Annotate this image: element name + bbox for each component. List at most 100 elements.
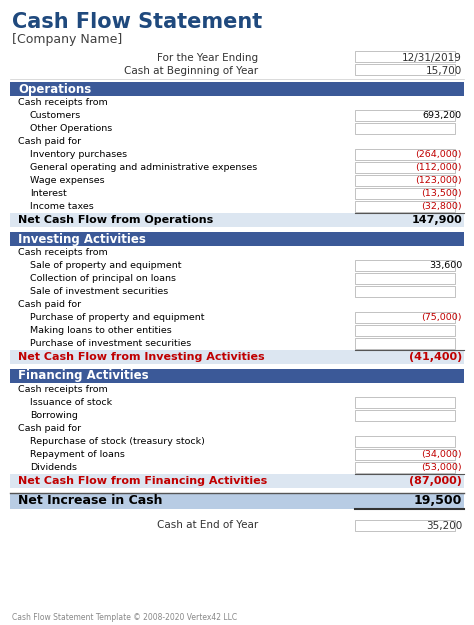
Bar [355,175,455,186]
Bar [10,409,464,422]
Text: Cash paid for: Cash paid for [18,424,81,433]
Text: (112,000): (112,000) [416,163,462,172]
Text: Dividends: Dividends [30,463,77,472]
Text: Cash at End of Year: Cash at End of Year [157,521,258,531]
Bar [10,448,464,461]
Text: 12/31/2019: 12/31/2019 [402,53,462,63]
Text: Sale of property and equipment: Sale of property and equipment [30,261,182,270]
Text: 19,500: 19,500 [414,494,462,508]
Bar [355,338,455,349]
Text: Cash receipts from: Cash receipts from [18,98,108,107]
Bar [10,96,464,109]
Bar [10,298,464,311]
Bar [10,122,464,135]
Text: Cash paid for: Cash paid for [18,300,81,309]
Text: Income taxes: Income taxes [30,202,94,211]
Bar [10,474,464,488]
Text: Net Cash Flow from Investing Activities: Net Cash Flow from Investing Activities [18,352,264,362]
Text: 15,700: 15,700 [426,66,462,76]
Bar [10,285,464,298]
Text: Purchase of property and equipment: Purchase of property and equipment [30,313,204,322]
Bar [10,461,464,474]
Bar [10,232,464,246]
Text: Cash receipts from: Cash receipts from [18,248,108,257]
Text: Net Cash Flow from Financing Activities: Net Cash Flow from Financing Activities [18,476,267,486]
Bar [10,161,464,174]
Text: Net Increase in Cash: Net Increase in Cash [18,494,163,508]
Text: (123,000): (123,000) [415,176,462,185]
Text: Customers: Customers [30,111,81,120]
Bar [10,148,464,161]
Bar [10,369,464,383]
Bar [355,201,455,212]
Text: Sale of investment securities: Sale of investment securities [30,287,168,296]
Text: Borrowing: Borrowing [30,411,78,420]
Text: (264,000): (264,000) [416,150,462,159]
Text: (87,000): (87,000) [409,476,462,486]
Text: Cash receipts from: Cash receipts from [18,385,108,394]
Bar [355,51,455,62]
Text: [Company Name]: [Company Name] [12,34,122,46]
Bar [10,187,464,200]
Bar [10,82,464,96]
Text: (32,800): (32,800) [421,202,462,211]
Bar [10,422,464,435]
Bar [355,188,455,199]
Bar [355,260,455,271]
Text: Issuance of stock: Issuance of stock [30,398,112,407]
Bar [355,397,455,408]
Text: Investing Activities: Investing Activities [18,232,146,246]
Bar [355,520,455,531]
Bar [10,493,464,509]
Bar [355,325,455,336]
Bar [355,462,455,473]
Bar [355,436,455,447]
Text: Cash at Beginning of Year: Cash at Beginning of Year [124,66,258,76]
Text: 693,200: 693,200 [423,111,462,120]
Text: Operations: Operations [18,82,91,96]
Text: Inventory purchases: Inventory purchases [30,150,127,159]
Bar [10,311,464,324]
Text: Repurchase of stock (treasury stock): Repurchase of stock (treasury stock) [30,437,205,446]
Text: 35,200: 35,200 [426,521,462,531]
Text: Purchase of investment securities: Purchase of investment securities [30,339,191,348]
Bar [10,435,464,448]
Bar [10,324,464,337]
Bar [10,350,464,364]
Text: Net Cash Flow from Operations: Net Cash Flow from Operations [18,215,213,225]
Bar [10,200,464,213]
Bar [10,174,464,187]
Text: Interest: Interest [30,189,67,198]
Text: 33,600: 33,600 [429,261,462,270]
Bar [355,123,455,134]
Bar [355,312,455,323]
Bar [10,246,464,259]
Text: Other Operations: Other Operations [30,124,112,133]
Text: (53,000): (53,000) [421,463,462,472]
Text: Cash paid for: Cash paid for [18,137,81,146]
Bar [10,259,464,272]
Text: Repayment of loans: Repayment of loans [30,450,125,459]
Bar [355,273,455,284]
Bar [10,109,464,122]
Text: (34,000): (34,000) [421,450,462,459]
Text: (41,400): (41,400) [409,352,462,362]
Text: Cash Flow Statement Template © 2008-2020 Vertex42 LLC: Cash Flow Statement Template © 2008-2020… [12,612,237,621]
Text: For the Year Ending: For the Year Ending [157,53,258,63]
Bar [355,286,455,297]
Bar [355,64,455,75]
Bar [10,396,464,409]
Bar [10,213,464,227]
Text: (75,000): (75,000) [421,313,462,322]
Text: (13,500): (13,500) [421,189,462,198]
Bar [10,337,464,350]
Bar [355,410,455,421]
Bar [10,272,464,285]
Text: Cash Flow Statement: Cash Flow Statement [12,12,262,32]
Text: General operating and administrative expenses: General operating and administrative exp… [30,163,257,172]
Text: Making loans to other entities: Making loans to other entities [30,326,172,335]
Text: Wage expenses: Wage expenses [30,176,105,185]
Text: 147,900: 147,900 [411,215,462,225]
Bar [355,449,455,460]
Bar [355,149,455,160]
